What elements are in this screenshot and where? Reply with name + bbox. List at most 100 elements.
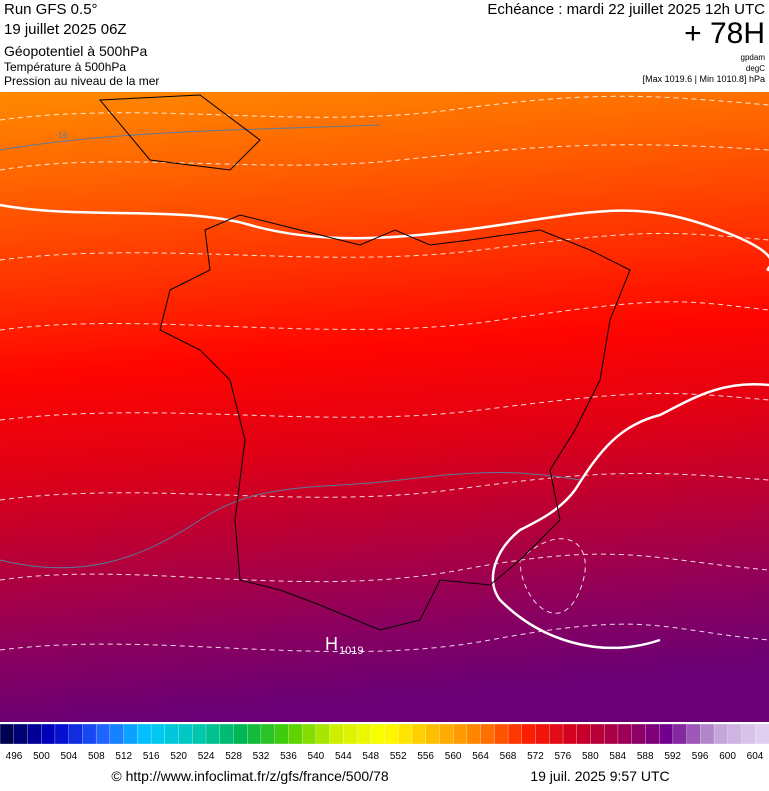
scale-swatch bbox=[549, 723, 564, 745]
scale-swatch bbox=[219, 723, 235, 745]
scale-label: 528 bbox=[225, 751, 242, 762]
scale-label: 576 bbox=[555, 751, 572, 762]
scale-label: 496 bbox=[6, 751, 23, 762]
map: -16 H 1019 bbox=[0, 92, 769, 722]
scale-swatch bbox=[398, 723, 413, 745]
subtitle: Température à 500hPa bbox=[4, 60, 126, 74]
scale-label: 564 bbox=[472, 751, 489, 762]
scale-swatch bbox=[150, 723, 166, 745]
scale-label: 500 bbox=[33, 751, 50, 762]
scale-swatch bbox=[453, 723, 468, 745]
scale-swatch bbox=[631, 723, 647, 745]
scale-swatch bbox=[315, 723, 331, 745]
scale-swatch bbox=[343, 723, 358, 745]
scale-swatch bbox=[370, 723, 386, 745]
scale-label: 596 bbox=[692, 751, 709, 762]
scale-label: 556 bbox=[417, 751, 434, 762]
scale-swatch bbox=[178, 723, 193, 745]
high-pressure-value: 1019 bbox=[339, 645, 363, 657]
scale-swatch bbox=[425, 723, 441, 745]
scale-label: 512 bbox=[115, 751, 132, 762]
scale-swatch bbox=[82, 723, 97, 745]
scale-swatch bbox=[604, 723, 619, 745]
scale-label: 516 bbox=[143, 751, 160, 762]
subtitle: Pression au niveau de la mer bbox=[4, 74, 159, 88]
scale-swatch bbox=[384, 723, 399, 745]
isotherms bbox=[0, 124, 581, 569]
england-coast bbox=[98, 94, 261, 171]
scale-swatch bbox=[713, 723, 729, 745]
scale-label: 572 bbox=[527, 751, 544, 762]
scale-swatch bbox=[41, 723, 56, 745]
scale-swatch bbox=[247, 723, 262, 745]
geopotential-contours bbox=[0, 203, 769, 650]
scale-label: 592 bbox=[664, 751, 681, 762]
scale-swatch bbox=[0, 723, 15, 745]
scale-label: 532 bbox=[253, 751, 270, 762]
scale-swatch bbox=[727, 723, 743, 745]
scale-swatch bbox=[439, 723, 454, 745]
echeance: Echéance : mardi 22 juillet 2025 12h UTC bbox=[487, 1, 765, 18]
scale-label: 536 bbox=[280, 751, 297, 762]
france-outline bbox=[159, 214, 631, 631]
scale-swatch bbox=[686, 723, 701, 745]
scale-swatch bbox=[288, 723, 303, 745]
scale-swatch bbox=[507, 723, 523, 745]
scale-swatch bbox=[658, 723, 674, 745]
scale-swatch bbox=[356, 723, 372, 745]
scale-swatch bbox=[480, 723, 496, 745]
scale-swatch bbox=[164, 723, 180, 745]
scale-swatch bbox=[260, 723, 276, 745]
scale-swatch bbox=[54, 723, 70, 745]
temperature-field bbox=[0, 92, 769, 722]
scale-label: 588 bbox=[637, 751, 654, 762]
scale-label: 552 bbox=[390, 751, 407, 762]
source-url: © http://www.infoclimat.fr/z/gfs/france/… bbox=[111, 768, 388, 784]
scale-label: 544 bbox=[335, 751, 352, 762]
scale-swatch bbox=[68, 723, 84, 745]
scale-swatch bbox=[741, 723, 756, 745]
scale-swatch bbox=[494, 723, 509, 745]
run-date: 19 juillet 2025 06Z bbox=[4, 21, 127, 38]
scale-label: 508 bbox=[88, 751, 105, 762]
scale-swatch bbox=[123, 723, 138, 745]
scale-label: 524 bbox=[198, 751, 215, 762]
scale-swatch bbox=[329, 723, 344, 745]
scale-swatch bbox=[617, 723, 633, 745]
scale-swatch bbox=[274, 723, 290, 745]
scale-label: 568 bbox=[500, 751, 517, 762]
scale-swatch bbox=[109, 723, 125, 745]
scale-swatch bbox=[13, 723, 29, 745]
scale-swatch bbox=[562, 723, 578, 745]
scale-swatch bbox=[301, 723, 317, 745]
scale-label: 580 bbox=[582, 751, 599, 762]
scale-label: 600 bbox=[719, 751, 736, 762]
scale-swatch bbox=[535, 723, 550, 745]
scale-swatch bbox=[755, 723, 769, 745]
pressure-range: [Max 1019.6 | Min 1010.8] hPa bbox=[643, 74, 765, 84]
scale-label: 604 bbox=[747, 751, 764, 762]
scale-label: 548 bbox=[362, 751, 379, 762]
scale-swatch bbox=[521, 723, 537, 745]
scale-swatch bbox=[233, 723, 248, 745]
scale-label: 560 bbox=[445, 751, 462, 762]
scale-swatch bbox=[700, 723, 715, 745]
scale-swatch bbox=[137, 723, 152, 745]
scale-label: 520 bbox=[170, 751, 187, 762]
scale-label: 504 bbox=[61, 751, 78, 762]
title: Géopotentiel à 500hPa bbox=[4, 43, 147, 59]
scale-swatch bbox=[205, 723, 221, 745]
scale-swatch bbox=[95, 723, 111, 745]
timestamp: 19 juil. 2025 9:57 UTC bbox=[530, 768, 669, 784]
scale-swatch bbox=[590, 723, 605, 745]
isobars bbox=[0, 95, 769, 653]
scale-swatch bbox=[576, 723, 592, 745]
run: Run GFS 0.5° bbox=[4, 1, 98, 18]
scale-swatch bbox=[411, 723, 427, 745]
scale-label: 540 bbox=[308, 751, 325, 762]
contour-label: -16 bbox=[55, 130, 68, 140]
scale-swatch bbox=[192, 723, 207, 745]
color-scale: 496 500 504 508 512 516 520 524 528 532 536 540 544 5… bbox=[0, 723, 769, 762]
